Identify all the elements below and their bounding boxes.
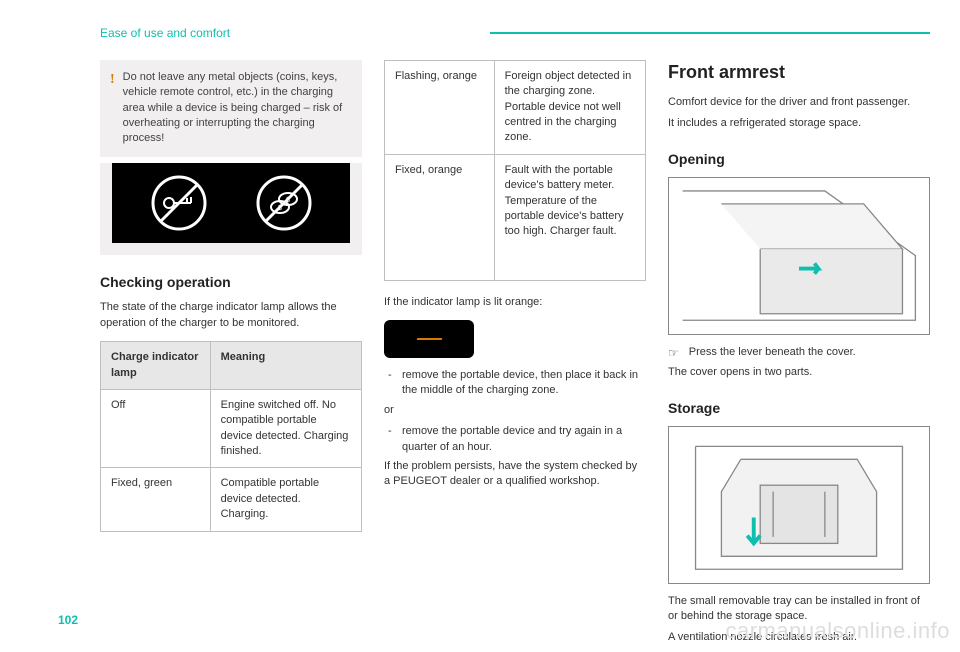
indicator-table-1: Charge indicator lamp Meaning Off Engine… (100, 341, 362, 532)
checking-intro: The state of the charge indicator lamp a… (100, 300, 362, 331)
page-number: 102 (58, 612, 78, 629)
cell: Off (101, 389, 211, 468)
no-coins-icon: $ $ (254, 173, 314, 233)
table-row: Off Engine switched off. No compatible p… (101, 389, 362, 468)
cell: Compatible portable device detected. Cha… (210, 468, 361, 531)
cell: Flashing, orange (385, 60, 495, 154)
svg-text:$: $ (286, 197, 290, 204)
page-content: Ease of use and comfort ! Do not leave a… (100, 25, 930, 629)
storage-heading: Storage (668, 399, 930, 419)
table-row: Fixed, green Compatible portable device … (101, 468, 362, 531)
storage-illustration (668, 426, 930, 583)
opening-bullet-row: ☞ Press the lever beneath the cover. (668, 345, 930, 362)
orange-outro: If the problem persists, have the system… (384, 459, 646, 490)
indicator-table-2: Flashing, orange Foreign object detected… (384, 60, 646, 281)
orange-steps: remove the portable device, then place i… (384, 368, 646, 399)
table-row: Fixed, orange Fault with the portable de… (385, 154, 646, 280)
cell: Fixed, orange (385, 154, 495, 280)
orange-steps-2: remove the portable device and try again… (384, 424, 646, 455)
header-row: Ease of use and comfort (100, 25, 930, 42)
pointer-icon: ☞ (668, 345, 679, 362)
opening-illustration (668, 177, 930, 334)
opening-bullet: Press the lever beneath the cover. (689, 345, 856, 360)
column-1: ! Do not leave any metal objects (coins,… (100, 60, 362, 652)
table1-head-a: Charge indicator lamp (101, 342, 211, 390)
table-row: Flashing, orange Foreign object detected… (385, 60, 646, 154)
armrest-desc1: Comfort device for the driver and front … (668, 95, 930, 110)
cell: Foreign object detected in the charging … (494, 60, 645, 154)
prohibited-icons-inner: $ $ (112, 163, 350, 243)
warning-text: Do not leave any metal objects (coins, k… (123, 70, 350, 147)
armrest-desc2: It includes a refrigerated storage space… (668, 116, 930, 131)
table1-head-b: Meaning (210, 342, 361, 390)
cell: Fixed, green (101, 468, 211, 531)
warning-box: ! Do not leave any metal objects (coins,… (100, 60, 362, 157)
column-2: Flashing, orange Foreign object detected… (384, 60, 646, 652)
opening-heading: Opening (668, 150, 930, 170)
header-rule (490, 32, 930, 34)
prohibited-icons-strip: $ $ (100, 163, 362, 255)
no-keys-icon (149, 173, 209, 233)
orange-intro: If the indicator lamp is lit orange: (384, 295, 646, 310)
cell: Fault with the portable device's battery… (494, 154, 645, 280)
svg-text:$: $ (278, 205, 282, 212)
or-text: or (384, 403, 646, 418)
columns: ! Do not leave any metal objects (coins,… (100, 60, 930, 652)
list-item: remove the portable device and try again… (384, 424, 646, 455)
section-header: Ease of use and comfort (100, 25, 230, 42)
front-armrest-title: Front armrest (668, 60, 930, 85)
checking-heading: Checking operation (100, 273, 362, 293)
warning-icon: ! (110, 70, 115, 147)
watermark: carmanualsonline.info (725, 616, 950, 647)
charger-pad-icon (384, 320, 474, 358)
column-3: Front armrest Comfort device for the dri… (668, 60, 930, 652)
list-item: remove the portable device, then place i… (384, 368, 646, 399)
opening-text: The cover opens in two parts. (668, 365, 930, 380)
cell: Engine switched off. No compatible porta… (210, 389, 361, 468)
